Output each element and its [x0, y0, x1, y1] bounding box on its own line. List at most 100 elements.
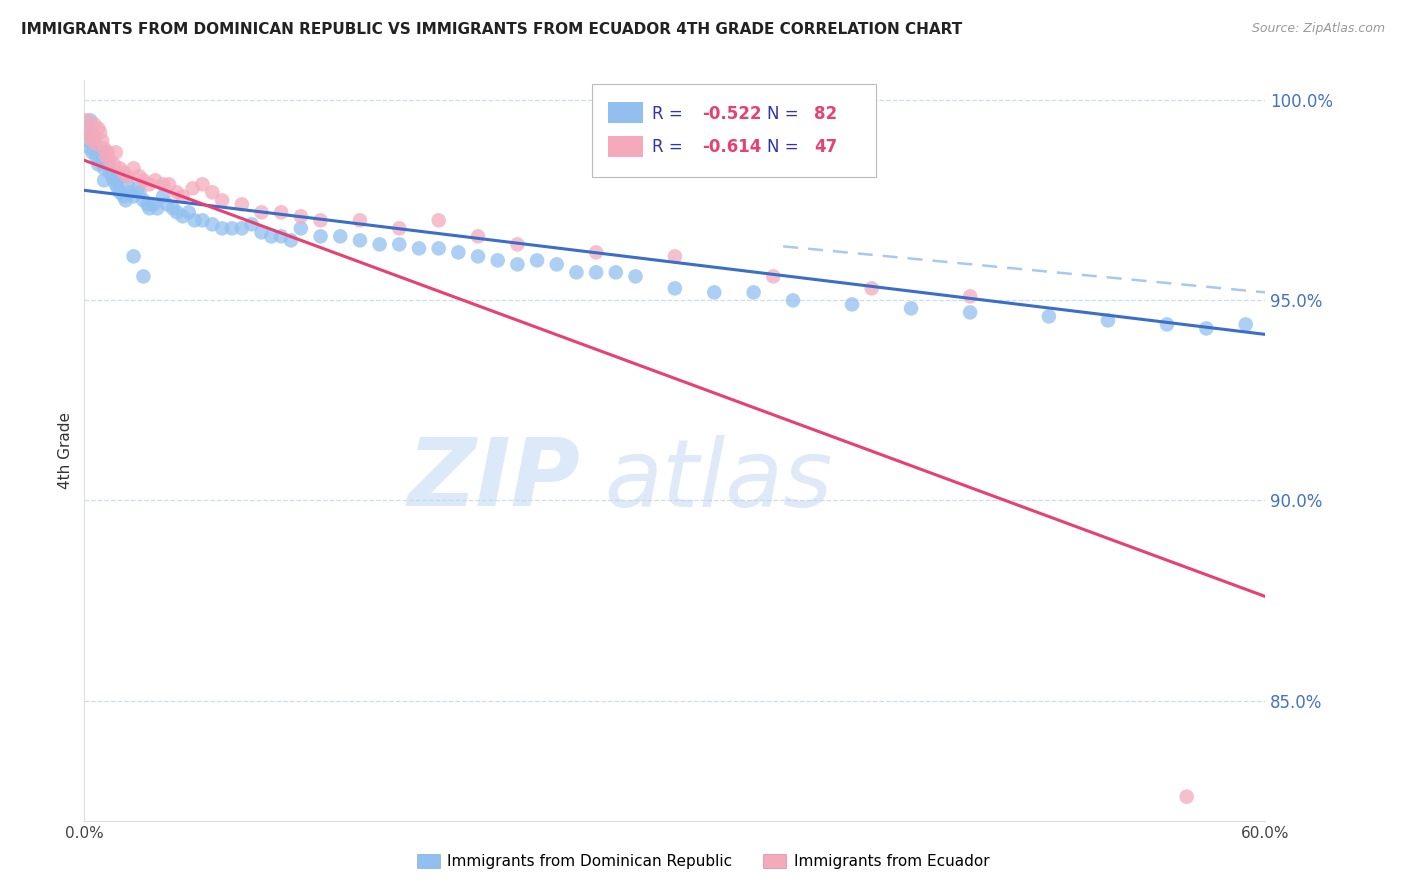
Point [93, 141, 115, 155]
Point [152, 178, 174, 192]
Point [605, 265, 627, 279]
Point [77, 125, 100, 139]
Point [79, 129, 101, 144]
Point [83, 129, 105, 144]
FancyBboxPatch shape [592, 84, 876, 177]
Point [94, 145, 117, 160]
Point [467, 229, 489, 244]
Point [329, 229, 352, 244]
FancyBboxPatch shape [607, 103, 643, 123]
Point [309, 213, 332, 227]
Point [231, 221, 253, 235]
Point [104, 178, 127, 192]
Point [427, 213, 450, 227]
Point [75, 113, 97, 128]
Point [260, 229, 283, 244]
Point [132, 194, 155, 208]
Point [166, 186, 188, 200]
Point [87, 121, 110, 136]
Point [664, 249, 686, 263]
Point [250, 205, 273, 219]
Point [89, 125, 111, 139]
Point [250, 225, 273, 239]
Point [388, 237, 411, 252]
Point [166, 205, 188, 219]
Point [221, 221, 243, 235]
Point [79, 141, 101, 155]
Point [742, 285, 765, 300]
Point [240, 218, 263, 232]
Point [546, 257, 568, 271]
Point [122, 249, 145, 263]
Text: ZIP: ZIP [408, 434, 581, 526]
Point [900, 301, 922, 316]
Point [585, 245, 607, 260]
Point [142, 197, 165, 211]
Point [97, 157, 120, 171]
Text: -0.614: -0.614 [702, 138, 762, 156]
Text: atlas: atlas [605, 434, 832, 525]
Point [112, 165, 135, 179]
Point [162, 202, 184, 216]
Point [112, 189, 135, 203]
Point [127, 181, 149, 195]
Point [128, 169, 150, 184]
Point [87, 157, 110, 171]
Point [98, 153, 121, 168]
Point [388, 221, 411, 235]
Point [1038, 310, 1060, 324]
Point [585, 265, 607, 279]
Point [191, 213, 214, 227]
Point [290, 210, 312, 224]
Point [349, 233, 371, 247]
Point [118, 186, 141, 200]
Text: Source: ZipAtlas.com: Source: ZipAtlas.com [1251, 22, 1385, 36]
Point [959, 289, 981, 303]
Point [97, 145, 120, 160]
Point [82, 133, 104, 147]
Point [427, 241, 450, 255]
Point [467, 249, 489, 263]
Point [152, 189, 174, 203]
Point [211, 221, 233, 235]
Point [183, 213, 205, 227]
Point [103, 157, 125, 171]
Point [93, 161, 115, 176]
Point [841, 297, 863, 311]
Point [101, 169, 124, 184]
Point [146, 202, 169, 216]
Point [624, 269, 647, 284]
Point [132, 269, 155, 284]
Point [447, 245, 470, 260]
Point [191, 178, 214, 192]
Point [93, 173, 115, 187]
Point [782, 293, 804, 308]
Point [201, 186, 224, 200]
Text: N =: N = [768, 138, 804, 156]
Point [486, 253, 509, 268]
Point [664, 281, 686, 295]
Y-axis label: 4th Grade: 4th Grade [58, 412, 73, 489]
Point [136, 197, 159, 211]
Point [89, 145, 111, 160]
Text: 82: 82 [814, 104, 838, 122]
Point [231, 197, 253, 211]
Point [157, 178, 180, 192]
Text: N =: N = [768, 104, 804, 122]
Point [1156, 318, 1178, 332]
Point [83, 117, 105, 131]
Point [98, 165, 121, 179]
Point [94, 149, 117, 163]
Point [143, 173, 166, 187]
Point [290, 221, 312, 235]
Point [75, 133, 97, 147]
Point [108, 186, 131, 200]
Point [1097, 313, 1119, 327]
Point [104, 145, 127, 160]
Point [103, 173, 125, 187]
Point [91, 133, 114, 147]
Point [91, 153, 114, 168]
Point [526, 253, 548, 268]
Point [270, 205, 292, 219]
Text: R =: R = [652, 138, 689, 156]
